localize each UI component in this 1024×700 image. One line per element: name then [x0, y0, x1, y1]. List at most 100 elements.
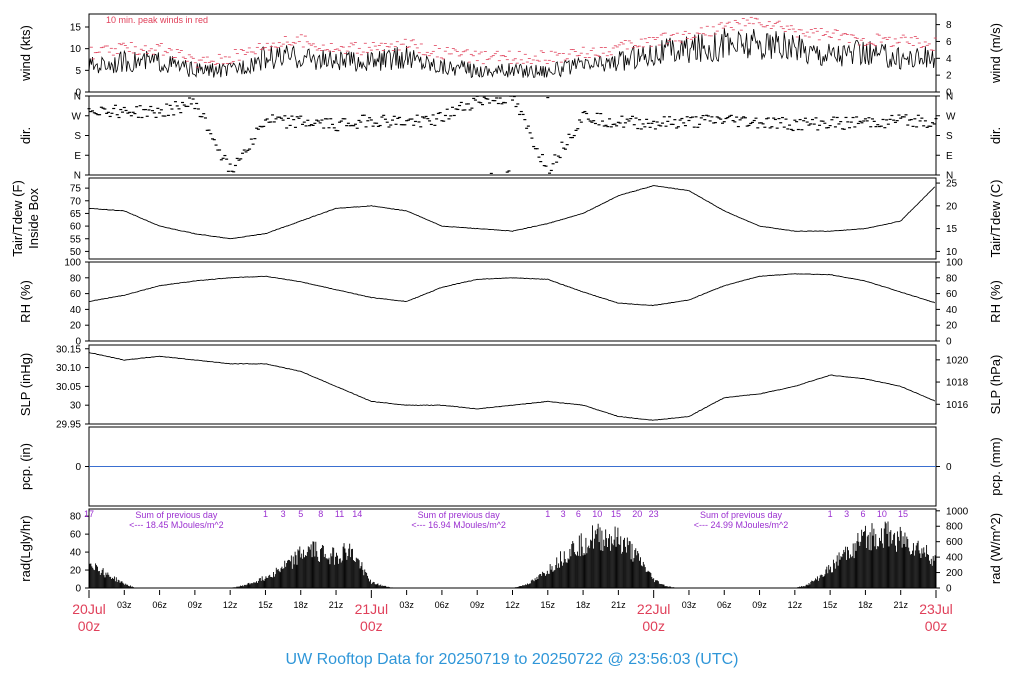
- day-tick-hour: 00z: [78, 618, 101, 634]
- wind-peak-note: 10 min. peak winds in red: [106, 15, 208, 25]
- direction-ytick-label-right: N: [946, 92, 953, 103]
- radiation-ytick-label-left: 60: [70, 530, 82, 541]
- radiation-frame: [88, 508, 937, 589]
- hour-tick-label: 15z: [823, 600, 838, 610]
- wind-panel: wind (kts) wind (m/s) 0 5 10 15 0 2 4 6 8 10 min. p…: [18, 13, 1003, 99]
- humidity-ytick-label-left: 0: [75, 337, 81, 348]
- time-axis: 03z 06z 09z 12z 15z 18z 21z 03z 06z 09z 12z 15z 18z 2…: [72, 590, 953, 634]
- wind-ytick-label-left: 10: [70, 44, 82, 55]
- day-tick-hour: 00z: [642, 618, 665, 634]
- radiation-ylabel-right: rad (W/m^2): [988, 513, 1003, 584]
- temperature-ytick-label-left: 50: [70, 247, 82, 258]
- direction-frame: [88, 95, 937, 176]
- day-tick-hour: 00z: [360, 618, 383, 634]
- radiation-hour-mark: 17: [84, 509, 94, 519]
- wind-ylabel-left: wind (kts): [18, 25, 33, 82]
- humidity-line: [89, 273, 936, 307]
- radiation-hour-mark: 11: [335, 509, 344, 519]
- hour-tick-label: 12z: [505, 600, 520, 610]
- temperature-ytick-label-left: 75: [70, 184, 82, 195]
- wind-ytick-label-right: 2: [946, 71, 952, 82]
- radiation-ytick-label-left: 20: [70, 566, 82, 577]
- pressure-frame: [88, 344, 937, 425]
- radiation-ylabel-left: rad(Lgly/hr): [18, 515, 33, 581]
- radiation-hour-mark: 6: [576, 509, 581, 519]
- radiation-hour-mark: 3: [281, 509, 286, 519]
- radiation-hour-mark: 5: [298, 509, 303, 519]
- hour-tick-label: 03z: [682, 600, 697, 610]
- temperature-frame: [88, 177, 937, 260]
- day-tick-date: 23Jul: [919, 601, 952, 617]
- daily-sum-value: <--- 16.94 MJoules/m^2: [411, 520, 506, 530]
- temperature-ytick-label-left: 70: [70, 196, 82, 207]
- temperature-ytick-label-right: 15: [946, 224, 958, 235]
- radiation-ytick-label-right: 0: [946, 584, 952, 595]
- pressure-ytick-label-left: 30: [70, 401, 82, 412]
- pressure-ylabel-right: SLP (hPa): [988, 355, 1003, 415]
- direction-ytick-label-left: N: [74, 171, 81, 182]
- hour-tick-label: 09z: [188, 600, 203, 610]
- humidity-ytick-label-right: 20: [946, 321, 958, 332]
- precipitation-ylabel-right: pcp. (mm): [988, 437, 1003, 496]
- hour-tick-label: 09z: [752, 600, 767, 610]
- temperature-ylabel-left: Tair/Tdew (F): [10, 180, 25, 257]
- radiation-hour-mark: 20: [632, 509, 642, 519]
- hour-tick-label: 03z: [117, 600, 132, 610]
- temperature-line: [89, 185, 936, 240]
- temperature-ylabel-right: Tair/Tdew (C): [988, 179, 1003, 257]
- humidity-ytick-label-left: 80: [70, 273, 82, 284]
- hour-tick-label: 09z: [470, 600, 485, 610]
- direction-ytick-label-left: W: [72, 111, 82, 122]
- hour-tick-label: 15z: [541, 600, 556, 610]
- hour-tick-label: 06z: [717, 600, 732, 610]
- radiation-hour-mark: 8: [318, 509, 323, 519]
- hour-tick-label: 18z: [293, 600, 308, 610]
- radiation-hour-mark: 1: [263, 509, 268, 519]
- chart-title: UW Rooftop Data for 20250719 to 20250722…: [286, 651, 739, 668]
- hour-tick-label: 18z: [576, 600, 591, 610]
- direction-ytick-label-right: N: [946, 171, 953, 182]
- daily-sum-heading: Sum of previous day: [135, 510, 218, 520]
- radiation-ytick-label-right: 800: [946, 522, 963, 533]
- radiation-hour-mark: 6: [861, 509, 866, 519]
- pressure-ytick-label-right: 1020: [946, 355, 969, 366]
- pressure-ytick-label-left: 30.05: [56, 382, 81, 393]
- humidity-ylabel-right: RH (%): [988, 280, 1003, 323]
- daily-sum-heading: Sum of previous day: [418, 510, 501, 520]
- pressure-ytick-label-right: 1016: [946, 400, 969, 411]
- hour-tick-label: 21z: [329, 600, 344, 610]
- wind-frame: [88, 13, 937, 93]
- humidity-ytick-label-right: 0: [946, 337, 952, 348]
- direction-ytick-label-right: W: [946, 111, 956, 122]
- humidity-ylabel-left: RH (%): [18, 280, 33, 323]
- humidity-ytick-label-left: 20: [70, 321, 82, 332]
- wind-ytick-label-left: 0: [75, 88, 81, 99]
- temperature-ytick-label-left: 65: [70, 209, 82, 220]
- day-tick-date: 21Jul: [355, 601, 388, 617]
- radiation-ytick-label-left: 40: [70, 548, 82, 559]
- humidity-ytick-label-left: 60: [70, 289, 82, 300]
- precipitation-ytick-label-left: 0: [75, 462, 81, 473]
- precipitation-ytick-label-right: 0: [946, 462, 952, 473]
- humidity-ytick-label-right: 100: [946, 258, 963, 269]
- temperature-ytick-label-left: 60: [70, 222, 82, 233]
- wind-ylabel-right: wind (m/s): [988, 23, 1003, 84]
- radiation-hour-mark: 14: [352, 509, 362, 519]
- humidity-ytick-label-right: 40: [946, 305, 958, 316]
- wind-ytick-label-right: 8: [946, 20, 952, 31]
- pressure-ytick-label-left: 30.15: [56, 344, 81, 355]
- direction-panel: dir. dir.N NE ES SW WN N: [18, 92, 1003, 182]
- radiation-ytick-label-right: 1000: [946, 506, 969, 517]
- temperature-ytick-label-right: 10: [946, 247, 958, 258]
- radiation-hour-mark: 15: [611, 509, 621, 519]
- pressure-line: [88, 351, 936, 421]
- radiation-ytick-label-right: 600: [946, 537, 963, 548]
- radiation-hour-mark: 10: [877, 509, 887, 519]
- radiation-hour-mark: 1: [828, 509, 833, 519]
- pressure-panel: SLP (inHg) SLP (hPa) 29.95 30 30.05 30.10 30.1…: [18, 344, 1003, 430]
- day-tick-date: 22Jul: [637, 601, 670, 617]
- radiation-hour-mark: 10: [592, 509, 602, 519]
- precipitation-ylabel-left: pcp. (in): [18, 443, 33, 490]
- humidity-panel: RH (%) RH (%) 0 20 40 60 80 100 0 20 40 60 80 100: [18, 258, 1003, 348]
